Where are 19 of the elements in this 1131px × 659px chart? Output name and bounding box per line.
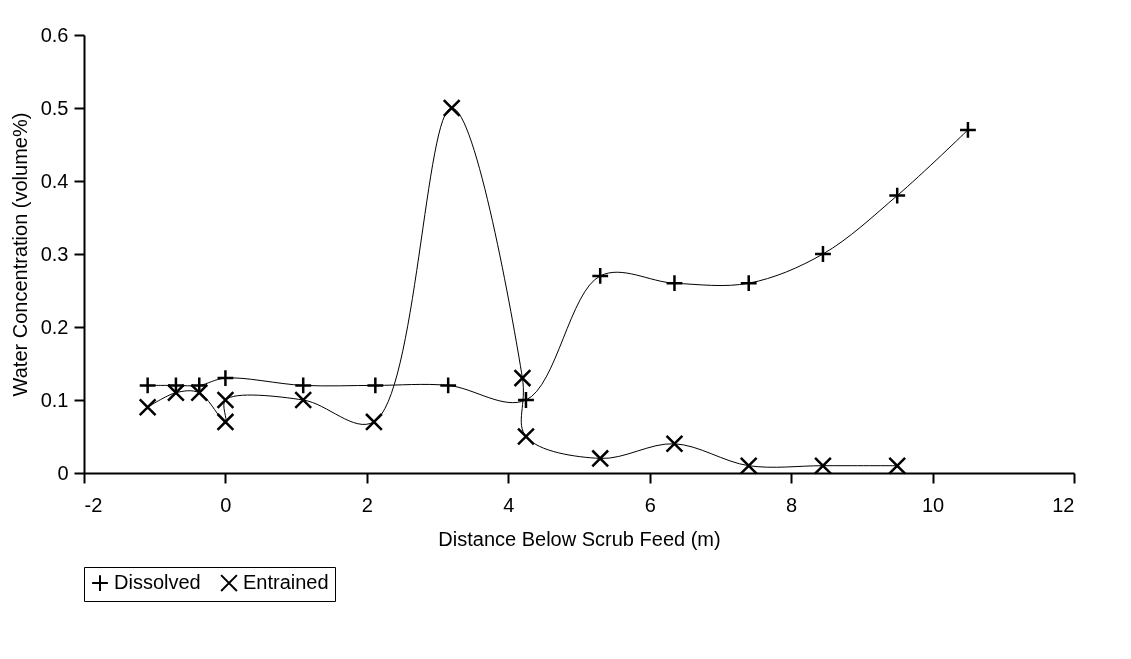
y-tick-label: 0.3 bbox=[40, 242, 69, 265]
x-tick-label: -2 bbox=[84, 493, 103, 516]
x-tick-label: 12 bbox=[1052, 493, 1075, 516]
x-tick-label: 6 bbox=[644, 493, 656, 516]
y-axis-title: Water Concentration (volume%) bbox=[8, 112, 31, 397]
x-tick-label: 2 bbox=[361, 493, 373, 516]
y-tick-label: 0.1 bbox=[40, 388, 69, 411]
y-tick-label: 0 bbox=[57, 461, 69, 484]
x-tick-label: 0 bbox=[220, 493, 232, 516]
y-tick-label: 0.2 bbox=[40, 315, 69, 338]
x-tick-label: 8 bbox=[786, 493, 798, 516]
y-tick-label: 0.4 bbox=[40, 169, 69, 192]
x-tick-label: 10 bbox=[921, 493, 945, 516]
legend-label: Entrained bbox=[243, 571, 329, 594]
legend-label: Dissolved bbox=[114, 571, 201, 594]
x-axis-title: Distance Below Scrub Feed (m) bbox=[438, 527, 721, 550]
y-tick-label: 0.5 bbox=[40, 96, 69, 119]
y-tick-label: 0.6 bbox=[40, 23, 69, 46]
x-tick-label: 4 bbox=[503, 493, 515, 516]
